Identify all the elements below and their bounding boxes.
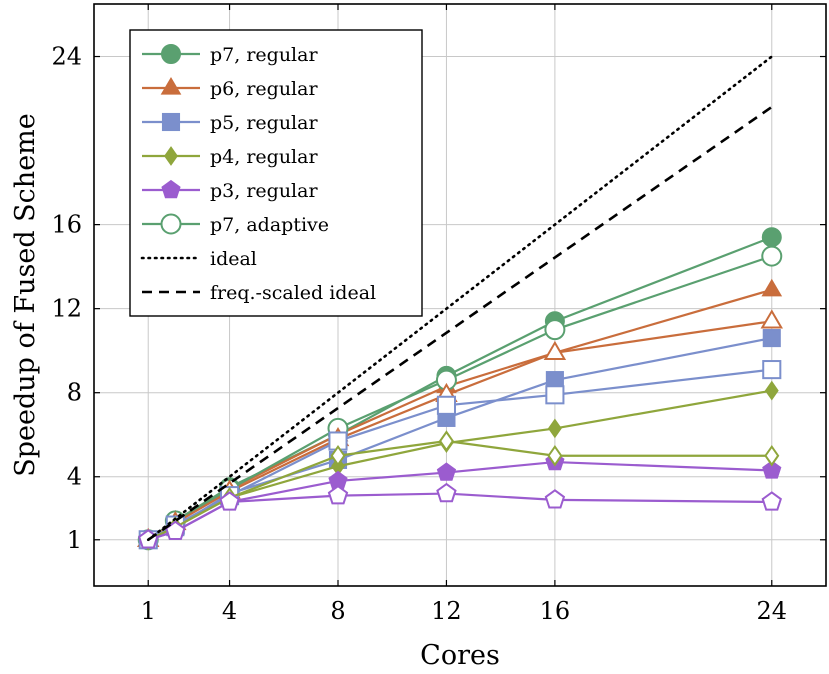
data-point bbox=[438, 430, 454, 452]
series-line bbox=[146, 55, 774, 542]
legend-entry-p7-adaptive: p7, adaptive bbox=[142, 213, 329, 236]
legend-label: p3, regular bbox=[210, 180, 318, 202]
legend-marker bbox=[164, 146, 178, 166]
data-point bbox=[545, 385, 565, 405]
data-point bbox=[544, 319, 566, 341]
legend-label: p5, regular bbox=[210, 112, 318, 134]
data-point bbox=[762, 460, 782, 479]
data-point bbox=[760, 309, 783, 329]
series-line bbox=[147, 492, 772, 541]
data-point bbox=[330, 444, 346, 467]
x-tick-label: 8 bbox=[330, 597, 345, 625]
y-tick-label: 1 bbox=[67, 526, 82, 554]
legend-label: p4, regular bbox=[210, 146, 318, 168]
data-point bbox=[761, 278, 783, 297]
legend-entry-p6-regular: p6, regular bbox=[142, 77, 318, 100]
series-ideal bbox=[146, 55, 774, 542]
legend: p7, regular p6, regular p5, regular p4, reg… bbox=[129, 29, 423, 317]
data-point bbox=[544, 489, 566, 509]
y-tick-label: 16 bbox=[51, 211, 82, 239]
series-line bbox=[147, 320, 772, 541]
data-point bbox=[543, 340, 567, 360]
data-point bbox=[436, 482, 457, 503]
axis-ticks: 1 4 8 12 16 24 1 4 8 12 16 24 bbox=[51, 4, 826, 625]
data-point bbox=[436, 395, 456, 415]
legend-label: p7, adaptive bbox=[210, 214, 329, 236]
data-point bbox=[762, 329, 781, 348]
series-freq-scaled-ideal bbox=[147, 105, 773, 541]
data-point bbox=[436, 462, 457, 481]
data-point bbox=[764, 380, 779, 401]
data-point bbox=[764, 444, 780, 467]
x-tick-label: 24 bbox=[757, 597, 788, 625]
legend-label: ideal bbox=[210, 248, 257, 270]
x-tick-label: 4 bbox=[222, 597, 237, 625]
x-tick-label: 16 bbox=[540, 597, 571, 625]
series-layer bbox=[137, 55, 783, 551]
legend-marker bbox=[161, 44, 181, 64]
legend-entry-p7-regular: p7, regular bbox=[142, 44, 318, 66]
series-unlabeled-6 bbox=[137, 309, 783, 547]
x-tick-label: 1 bbox=[141, 597, 156, 625]
data-point bbox=[762, 360, 782, 380]
legend-marker bbox=[161, 179, 181, 199]
legend-label: p6, regular bbox=[210, 78, 318, 100]
data-point bbox=[761, 245, 783, 267]
y-tick-label: 8 bbox=[67, 379, 82, 407]
data-point bbox=[327, 484, 349, 505]
legend-entry-p4-regular: p4, regular bbox=[142, 146, 318, 168]
legend-entry-freq-scaled-ideal: freq.-scaled ideal bbox=[142, 282, 376, 304]
y-tick-label: 24 bbox=[51, 43, 82, 71]
y-tick-label: 12 bbox=[51, 295, 82, 323]
legend-marker bbox=[160, 77, 182, 95]
y-tick-label: 4 bbox=[67, 463, 82, 491]
legend-marker bbox=[161, 112, 181, 132]
y-axis-title: Speedup of Fused Scheme bbox=[10, 113, 41, 477]
legend-entry-p5-regular: p5, regular bbox=[142, 112, 318, 134]
legend-marker bbox=[160, 213, 182, 235]
data-point bbox=[547, 418, 562, 439]
legend-box bbox=[129, 29, 423, 317]
series-unlabeled-9 bbox=[138, 482, 782, 549]
x-tick-label: 12 bbox=[431, 597, 462, 625]
plot-frame bbox=[93, 3, 827, 587]
series-p4-regular bbox=[141, 380, 779, 550]
data-point bbox=[547, 444, 563, 467]
data-point bbox=[761, 491, 782, 511]
legend-label: freq.-scaled ideal bbox=[210, 282, 376, 304]
legend-label: p7, regular bbox=[210, 44, 318, 66]
data-point bbox=[761, 227, 782, 248]
series-line bbox=[147, 105, 773, 541]
legend-entry-ideal: ideal bbox=[140, 248, 257, 270]
data-point bbox=[219, 491, 240, 511]
x-axis-title: Cores bbox=[420, 640, 500, 671]
series-p5-regular bbox=[139, 329, 781, 549]
legend-entry-p3-regular: p3, regular bbox=[142, 179, 318, 202]
